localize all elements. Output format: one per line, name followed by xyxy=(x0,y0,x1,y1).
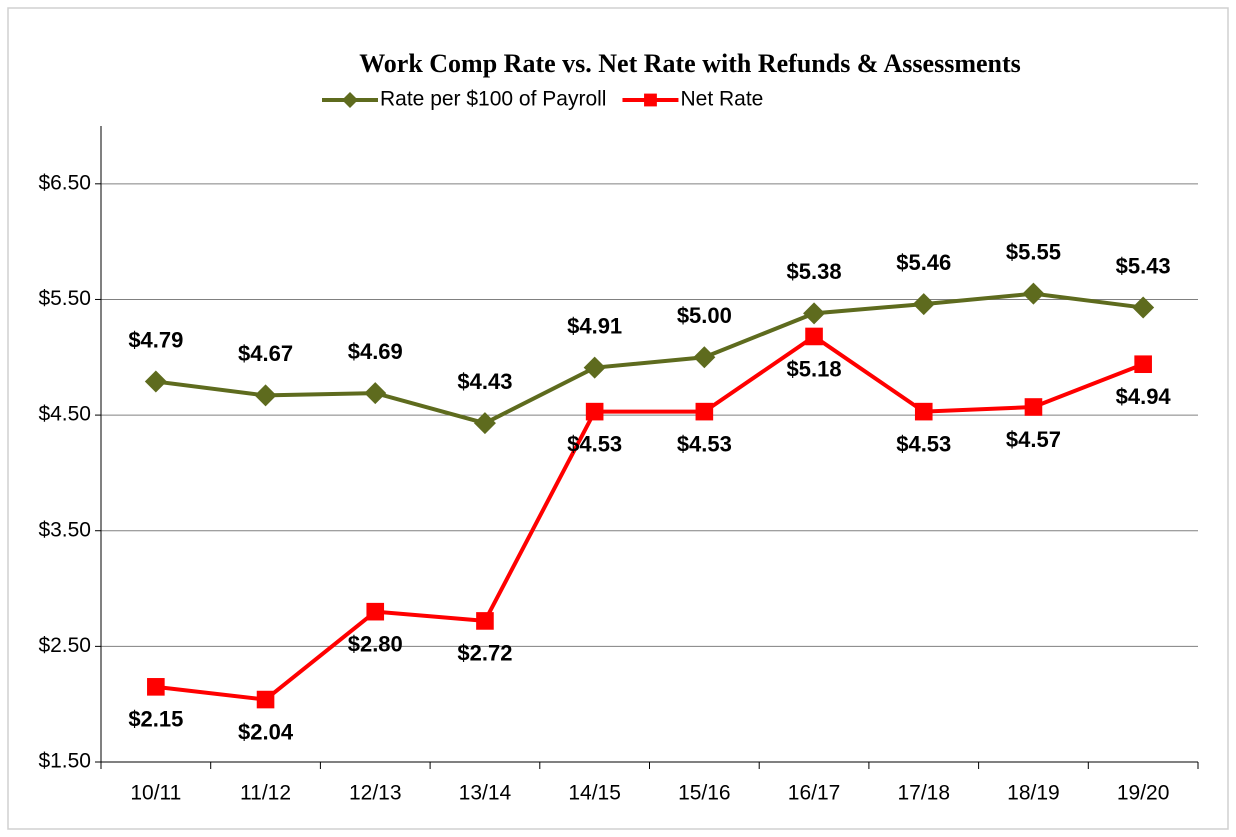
data-label: $4.91 xyxy=(567,313,622,338)
data-point xyxy=(473,412,496,435)
data-label: $4.53 xyxy=(896,431,951,456)
data-label: $5.55 xyxy=(1006,239,1061,264)
series-line xyxy=(155,291,1144,426)
series-line xyxy=(155,334,1144,702)
y-tick-label: $3.50 xyxy=(38,518,91,541)
data-label: $5.00 xyxy=(677,303,732,328)
legend-label: Net Rate xyxy=(680,88,763,111)
chart-title: Work Comp Rate vs. Net Rate with Refunds… xyxy=(359,49,1021,78)
data-label: $4.67 xyxy=(238,341,293,366)
x-tick-label: 11/12 xyxy=(240,782,291,805)
data-point xyxy=(254,384,277,407)
data-label: $2.15 xyxy=(128,707,183,732)
data-point xyxy=(256,690,275,709)
data-label: $4.94 xyxy=(1116,384,1172,409)
x-tick-label: 12/13 xyxy=(349,782,402,805)
data-point xyxy=(1134,355,1152,374)
data-label: $5.18 xyxy=(787,356,842,381)
data-point xyxy=(803,302,826,325)
data-point xyxy=(1024,398,1043,416)
data-label: $2.80 xyxy=(348,631,403,656)
data-point xyxy=(476,612,494,630)
data-label: $2.72 xyxy=(457,641,512,666)
data-point xyxy=(583,356,606,379)
x-tick-label: 14/15 xyxy=(568,782,621,805)
x-tick-label: 13/14 xyxy=(459,782,512,805)
x-tick-label: 15/16 xyxy=(678,782,731,805)
data-label: $5.38 xyxy=(787,259,842,284)
data-point xyxy=(1132,296,1155,319)
data-label: $2.04 xyxy=(238,719,294,744)
data-label: $4.69 xyxy=(348,339,403,364)
data-label: $4.53 xyxy=(677,431,732,456)
data-label: $4.43 xyxy=(457,369,512,394)
y-tick-label: $5.50 xyxy=(38,287,91,310)
data-point xyxy=(1022,282,1045,305)
data-label: $5.46 xyxy=(896,250,951,275)
data-point xyxy=(147,678,165,696)
x-tick-label: 19/20 xyxy=(1117,782,1170,805)
data-point xyxy=(914,402,933,421)
y-tick-label: $4.50 xyxy=(38,403,91,426)
x-tick-label: 16/17 xyxy=(788,782,841,805)
x-tick-label: 18/19 xyxy=(1007,782,1060,805)
legend-swatch-marker xyxy=(644,93,657,107)
data-point xyxy=(364,382,387,405)
data-point xyxy=(805,327,823,346)
y-tick-label: $2.50 xyxy=(38,634,91,657)
y-tick-label: $1.50 xyxy=(38,750,91,773)
data-point xyxy=(144,370,167,393)
data-point xyxy=(366,602,385,621)
chart-border xyxy=(7,7,1229,830)
y-tick-label: $6.50 xyxy=(38,171,91,194)
data-label: $4.79 xyxy=(128,327,183,352)
data-point xyxy=(912,293,935,316)
data-label: $5.43 xyxy=(1116,253,1171,278)
data-label: $4.53 xyxy=(567,431,622,456)
data-label: $4.57 xyxy=(1006,427,1061,452)
data-point xyxy=(585,402,604,421)
x-tick-label: 17/18 xyxy=(897,782,950,805)
legend-label: Rate per $100 of Payroll xyxy=(380,88,606,111)
legend-swatch-marker xyxy=(342,92,358,108)
x-tick-label: 10/11 xyxy=(130,782,181,805)
data-point xyxy=(693,346,716,369)
data-point xyxy=(695,402,714,421)
